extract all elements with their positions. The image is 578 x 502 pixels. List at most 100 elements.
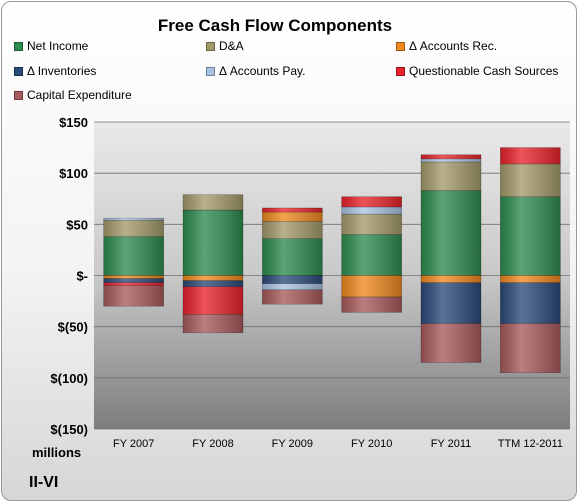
legend-item: Δ Accounts Rec. bbox=[396, 39, 497, 53]
bar-segment bbox=[500, 282, 561, 324]
x-category-label: FY 2008 bbox=[192, 438, 233, 450]
legend-item: Capital Expenditure bbox=[14, 88, 132, 102]
legend-label: Net Income bbox=[27, 39, 89, 53]
units-label: millions bbox=[32, 445, 82, 460]
chart-title: Free Cash Flow Components bbox=[157, 16, 393, 35]
bar-segment-shading bbox=[183, 280, 243, 287]
bar-segment-shading bbox=[103, 218, 164, 221]
legend-label: D&A bbox=[219, 39, 244, 53]
bar-segment-shading bbox=[341, 234, 402, 276]
bar-segment bbox=[500, 323, 561, 374]
bar-segment bbox=[103, 236, 164, 276]
bar-segment bbox=[262, 211, 323, 222]
bar-segment bbox=[103, 219, 164, 237]
legend-label: Δ Accounts Pay. bbox=[219, 64, 306, 78]
y-tick-label: $- bbox=[76, 269, 88, 284]
bar-segment-shading bbox=[500, 196, 561, 276]
bar-segment-shading bbox=[262, 283, 323, 290]
bar-segment-shading bbox=[262, 238, 323, 276]
bar-segment-shading bbox=[500, 282, 561, 324]
company-name: II-VI bbox=[29, 474, 59, 491]
bar-segment-shading bbox=[103, 285, 164, 307]
bar-segment bbox=[341, 196, 402, 208]
legend-item: Net Income bbox=[14, 39, 88, 53]
y-tick-label: $(150) bbox=[50, 422, 88, 437]
bar-segment-shading bbox=[183, 194, 243, 211]
bar-segment-shading bbox=[183, 275, 243, 281]
y-tick-label: $50 bbox=[66, 217, 88, 232]
bar-segment bbox=[182, 286, 244, 315]
y-tick-label: $(50) bbox=[58, 320, 88, 335]
bar-segment bbox=[262, 283, 323, 291]
bar-segment bbox=[103, 217, 164, 221]
bar-segment bbox=[341, 206, 402, 215]
bar-segment-shading bbox=[103, 282, 164, 286]
bar-segment bbox=[262, 275, 323, 284]
y-tick-label: $(100) bbox=[50, 371, 88, 386]
bar-segment-shading bbox=[500, 163, 561, 197]
legend-label: Δ Accounts Rec. bbox=[409, 39, 498, 53]
bar-segment bbox=[420, 190, 482, 276]
x-category-label: TTM 12-2011 bbox=[498, 438, 563, 450]
legend-label: Questionable Cash Sources bbox=[409, 64, 559, 78]
x-category-label: FY 2010 bbox=[351, 438, 392, 450]
x-category-label: FY 2011 bbox=[431, 438, 472, 450]
bar-segment-shading bbox=[262, 275, 323, 284]
legend-item: D&A bbox=[206, 39, 244, 53]
x-category-label: FY 2009 bbox=[272, 438, 313, 450]
bar-segment bbox=[182, 194, 244, 211]
bar-segment-shading bbox=[421, 323, 481, 363]
legend-label: Δ Inventories bbox=[27, 64, 97, 78]
bar-segment-shading bbox=[421, 154, 481, 159]
bar-segment bbox=[262, 289, 323, 305]
legend-label: Capital Expenditure bbox=[27, 88, 132, 102]
bar-segment bbox=[262, 238, 323, 276]
bar-segment bbox=[103, 275, 164, 279]
bar-segment bbox=[262, 220, 323, 239]
bar-segment bbox=[500, 196, 561, 276]
bar-segment bbox=[103, 282, 164, 287]
bar-segment-shading bbox=[341, 296, 402, 313]
bar-segment bbox=[341, 275, 402, 298]
x-category-label: FY 2007 bbox=[113, 438, 154, 450]
bar-segment bbox=[182, 314, 244, 334]
legend-item: Δ Inventories bbox=[14, 64, 96, 78]
bar-segment-shading bbox=[183, 314, 243, 333]
bar-segment bbox=[420, 154, 482, 160]
bar-segment-shading bbox=[421, 158, 481, 162]
bar-segment-shading bbox=[103, 275, 164, 279]
bar-segment bbox=[103, 278, 164, 283]
legend-item: Δ Accounts Pay. bbox=[206, 64, 306, 78]
legend-swatch bbox=[14, 66, 23, 76]
bar-segment bbox=[500, 275, 561, 283]
bar-segment bbox=[103, 285, 164, 307]
bar-segment-shading bbox=[103, 236, 164, 276]
legend-item: Questionable Cash Sources bbox=[396, 64, 558, 78]
bar-segment-shading bbox=[341, 275, 402, 297]
bar-segment-shading bbox=[421, 161, 481, 191]
bar-segment-shading bbox=[183, 286, 243, 315]
bar-segment-shading bbox=[262, 207, 323, 213]
legend-swatch bbox=[14, 41, 23, 51]
bar-segment-shading bbox=[262, 212, 323, 222]
legend-swatch bbox=[14, 90, 23, 100]
bar-segment-shading bbox=[421, 275, 481, 283]
bar-segment-shading bbox=[262, 289, 323, 305]
bar-segment bbox=[262, 207, 323, 213]
bar-segment-shading bbox=[103, 278, 164, 283]
bar-segment bbox=[182, 280, 244, 288]
bar-segment-shading bbox=[421, 282, 481, 324]
bar-segment bbox=[420, 323, 482, 363]
bar-segment bbox=[420, 282, 482, 324]
legend-swatch bbox=[396, 41, 405, 51]
legend-swatch bbox=[206, 41, 215, 51]
bar-segment bbox=[182, 275, 244, 281]
bar-segment-shading bbox=[341, 206, 402, 215]
legend-swatch bbox=[396, 66, 405, 76]
y-tick-label: $150 bbox=[59, 115, 88, 130]
bar-segment bbox=[420, 275, 482, 283]
bar-segment bbox=[341, 234, 402, 276]
bar-segment bbox=[341, 213, 402, 235]
bar-segment-shading bbox=[500, 275, 561, 283]
